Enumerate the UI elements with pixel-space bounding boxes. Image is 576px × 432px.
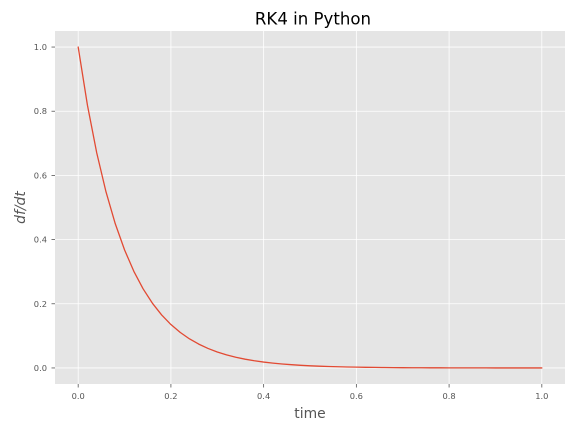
y-tick-label: 0.0: [34, 363, 47, 373]
x-axis-ticks: 0.0 0.2 0.4 0.6 0.8 1.0: [72, 384, 548, 401]
y-tick-label: 0.4: [34, 235, 47, 245]
plot-area: [55, 31, 565, 384]
x-axis-label: time: [294, 406, 325, 422]
y-tick-label: 0.2: [34, 299, 47, 309]
y-tick-label: 1.0: [34, 42, 47, 52]
grid: [55, 31, 565, 384]
series-group: [77, 46, 543, 369]
y-axis-label: df/dt: [13, 191, 29, 224]
x-tick-label: 0.6: [350, 391, 363, 401]
y-axis-ticks: 0.0 0.2 0.4 0.6 0.8 1.0: [34, 42, 55, 373]
x-tick-label: 0.0: [72, 391, 85, 401]
x-tick-label: 1.0: [535, 391, 548, 401]
x-tick-label: 0.8: [442, 391, 455, 401]
y-tick-label: 0.6: [34, 170, 47, 180]
series-line-0: [77, 46, 543, 369]
x-tick-label: 0.4: [257, 391, 270, 401]
x-tick-label: 0.2: [164, 391, 177, 401]
chart-title: RK4 in Python: [255, 10, 371, 29]
y-tick-label: 0.8: [34, 106, 47, 116]
